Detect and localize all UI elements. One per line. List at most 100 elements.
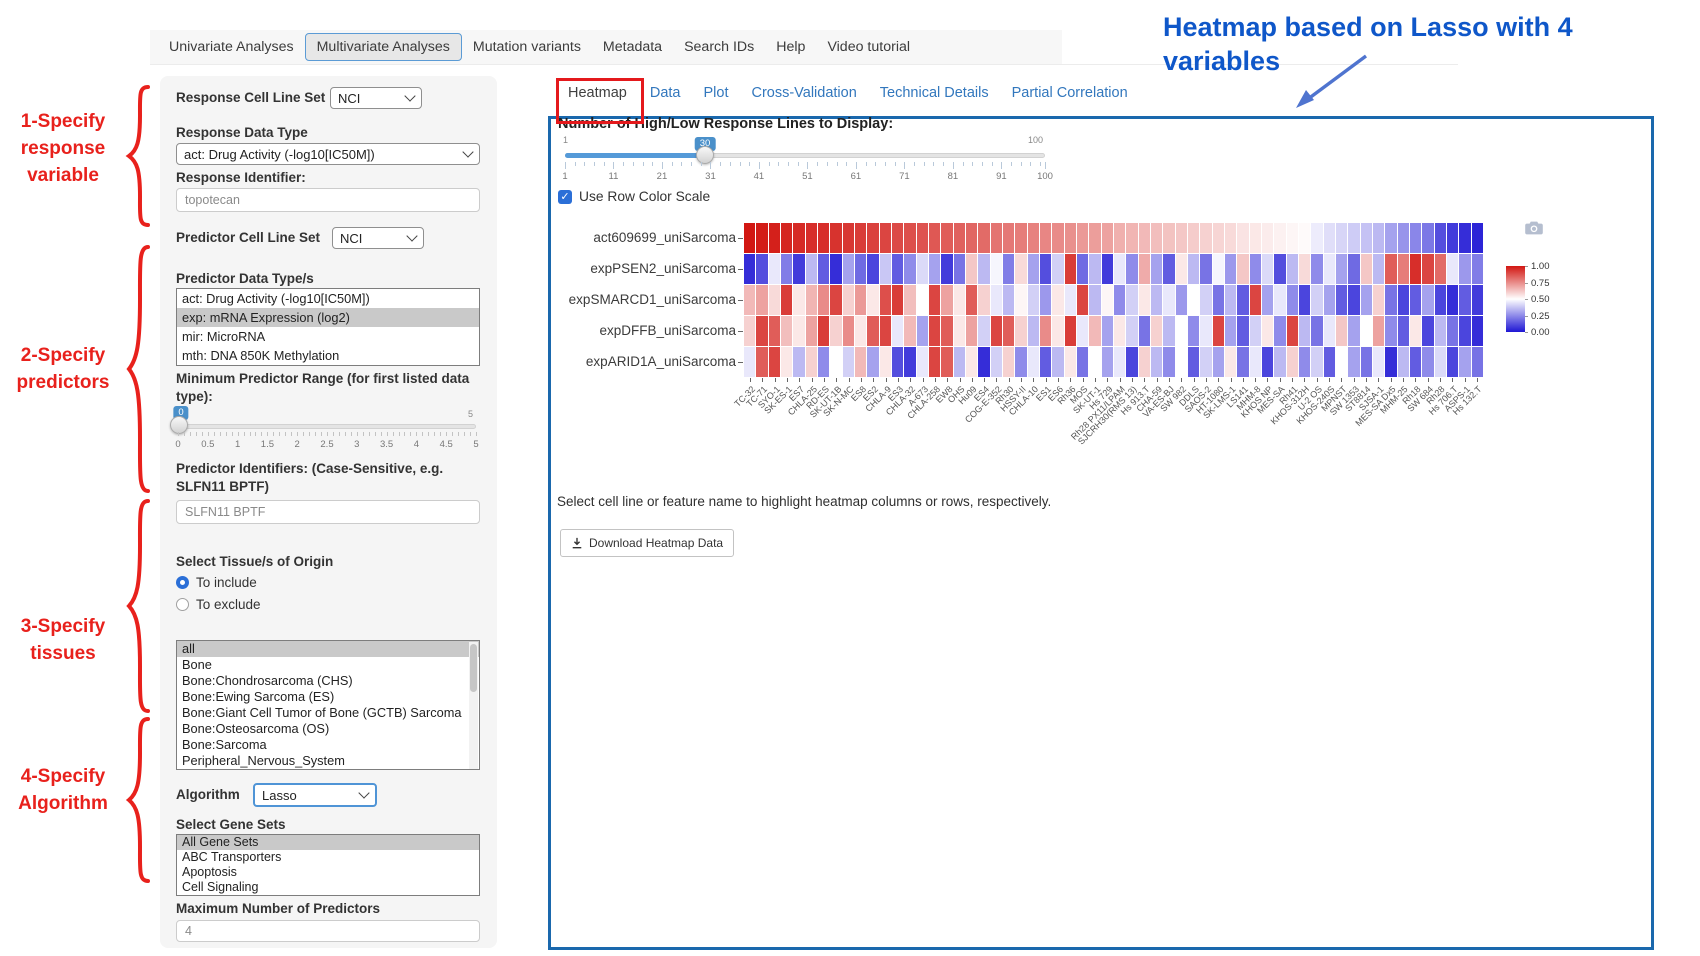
results-tab-cross-validation[interactable]: Cross-Validation bbox=[751, 85, 857, 101]
predictor-type-option[interactable]: act: Drug Activity (-log10[IC50M]) bbox=[182, 291, 370, 306]
heatmap-cell[interactable] bbox=[1138, 254, 1150, 284]
heatmap-cell[interactable] bbox=[842, 254, 854, 284]
heatmap-cell[interactable] bbox=[1187, 316, 1200, 346]
heatmap-cell[interactable] bbox=[1261, 254, 1274, 284]
heatmap-cell[interactable] bbox=[1101, 316, 1113, 346]
heatmap-cell[interactable] bbox=[941, 316, 953, 346]
heatmap-cell[interactable] bbox=[1200, 254, 1212, 284]
heatmap-cell[interactable] bbox=[1471, 347, 1483, 377]
predictor-data-types-list[interactable]: act: Drug Activity (-log10[IC50M]) exp: m… bbox=[176, 288, 480, 366]
heatmap-cell[interactable] bbox=[1002, 316, 1015, 346]
heatmap-cell[interactable] bbox=[867, 316, 879, 346]
tissue-option[interactable]: Bone bbox=[182, 657, 212, 672]
heatmap-cell[interactable] bbox=[867, 223, 879, 253]
heatmap-cell[interactable] bbox=[854, 347, 867, 377]
heatmap-cell[interactable] bbox=[1150, 347, 1163, 377]
heatmap-cell[interactable] bbox=[1138, 285, 1150, 315]
heatmap-cell[interactable] bbox=[1274, 316, 1286, 346]
heatmap-cell[interactable] bbox=[1224, 316, 1237, 346]
heatmap-cell[interactable] bbox=[1052, 285, 1064, 315]
heatmap-cell[interactable] bbox=[1064, 347, 1076, 377]
heatmap-cell[interactable] bbox=[1298, 254, 1311, 284]
heatmap-cell[interactable] bbox=[990, 347, 1002, 377]
heatmap-cell[interactable] bbox=[1422, 254, 1434, 284]
heatmap-cell[interactable] bbox=[1323, 223, 1335, 253]
heatmap-cell[interactable] bbox=[1323, 254, 1335, 284]
heatmap-cell[interactable] bbox=[1089, 254, 1101, 284]
heatmap-cell[interactable] bbox=[1064, 254, 1076, 284]
heatmap-cell[interactable] bbox=[1422, 285, 1434, 315]
heatmap-cell[interactable] bbox=[780, 316, 793, 346]
heatmap-cell[interactable] bbox=[928, 223, 941, 253]
heatmap-cell[interactable] bbox=[1274, 285, 1286, 315]
heatmap-cell[interactable] bbox=[817, 254, 830, 284]
heatmap-cell[interactable] bbox=[817, 223, 830, 253]
heatmap-cell[interactable] bbox=[879, 347, 891, 377]
heatmap-cell[interactable] bbox=[1335, 347, 1348, 377]
heatmap-cell[interactable] bbox=[1101, 223, 1113, 253]
heatmap-cell[interactable] bbox=[1471, 285, 1483, 315]
results-tab-technical-details[interactable]: Technical Details bbox=[879, 85, 989, 101]
heatmap-cell[interactable] bbox=[817, 347, 830, 377]
heatmap-cell[interactable] bbox=[817, 285, 830, 315]
heatmap-cell[interactable] bbox=[953, 347, 965, 377]
heatmap-row-label[interactable]: expPSEN2_uniSarcoma bbox=[590, 261, 736, 277]
heatmap-cell[interactable] bbox=[953, 285, 965, 315]
nav-tab-multivariate-analyses[interactable]: Multivariate Analyses bbox=[304, 33, 462, 61]
heatmap-cell[interactable] bbox=[904, 285, 916, 315]
heatmap-cell[interactable] bbox=[1323, 316, 1335, 346]
download-heatmap-button[interactable]: Download Heatmap Data bbox=[560, 529, 735, 557]
heatmap-cell[interactable] bbox=[928, 316, 941, 346]
heatmap-cell[interactable] bbox=[1261, 316, 1274, 346]
heatmap-cell[interactable] bbox=[1138, 316, 1150, 346]
heatmap-cell[interactable] bbox=[1298, 285, 1311, 315]
heatmap-cell[interactable] bbox=[1015, 223, 1027, 253]
heatmap-cell[interactable] bbox=[1150, 316, 1163, 346]
heatmap-cell[interactable] bbox=[854, 285, 867, 315]
heatmap-cell[interactable] bbox=[1224, 285, 1237, 315]
heatmap-cell[interactable] bbox=[1163, 347, 1175, 377]
heatmap-cell[interactable] bbox=[1200, 285, 1212, 315]
gene-sets-list[interactable]: All Gene Sets ABC Transporters Apoptosis Ce… bbox=[176, 834, 480, 896]
heatmap-cell[interactable] bbox=[1076, 316, 1089, 346]
heatmap-cell[interactable] bbox=[830, 316, 842, 346]
tissue-list[interactable]: all Bone Bone:Chondrosarcoma (CHS) Bone:Ewi… bbox=[176, 640, 480, 770]
heatmap-cell[interactable] bbox=[1274, 254, 1286, 284]
heatmap-cell[interactable] bbox=[1422, 347, 1434, 377]
tissue-option[interactable]: Peripheral_Nervous_System bbox=[182, 753, 345, 768]
heatmap-cell[interactable] bbox=[805, 316, 817, 346]
response-identifier-input[interactable] bbox=[176, 188, 480, 212]
heatmap-cell[interactable] bbox=[744, 285, 756, 315]
heatmap-cell[interactable] bbox=[1397, 316, 1409, 346]
heatmap-cell[interactable] bbox=[904, 254, 916, 284]
heatmap-cell[interactable] bbox=[1027, 347, 1039, 377]
heatmap-cell[interactable] bbox=[1002, 254, 1015, 284]
heatmap-cell[interactable] bbox=[1224, 223, 1237, 253]
heatmap-cell[interactable] bbox=[1002, 223, 1015, 253]
heatmap-cell[interactable] bbox=[1471, 316, 1483, 346]
heatmap-cell[interactable] bbox=[1113, 316, 1126, 346]
heatmap-cell[interactable] bbox=[904, 223, 916, 253]
heatmap-cell[interactable] bbox=[1150, 223, 1163, 253]
heatmap-cell[interactable] bbox=[768, 316, 780, 346]
heatmap-cell[interactable] bbox=[756, 347, 768, 377]
row-color-scale-checkbox[interactable]: ✓ bbox=[558, 190, 572, 204]
heatmap-cell[interactable] bbox=[768, 223, 780, 253]
heatmap-cell[interactable] bbox=[830, 347, 842, 377]
heatmap-cell[interactable] bbox=[904, 347, 916, 377]
heatmap-cell[interactable] bbox=[756, 223, 768, 253]
heatmap-cell[interactable] bbox=[1237, 254, 1249, 284]
heatmap-cell[interactable] bbox=[928, 347, 941, 377]
heatmap-cell[interactable] bbox=[1446, 254, 1459, 284]
heatmap-cell[interactable] bbox=[1323, 347, 1335, 377]
heatmap-cell[interactable] bbox=[1163, 223, 1175, 253]
heatmap-cell[interactable] bbox=[854, 316, 867, 346]
tissue-option[interactable]: Bone:Sarcoma bbox=[182, 737, 267, 752]
heatmap-cell[interactable] bbox=[1446, 285, 1459, 315]
heatmap-cell[interactable] bbox=[1446, 316, 1459, 346]
tissue-option[interactable]: Bone:Giant Cell Tumor of Bone (GCTB) Sar… bbox=[182, 705, 462, 720]
heatmap-cell[interactable] bbox=[1348, 285, 1360, 315]
heatmap-cell[interactable] bbox=[1101, 285, 1113, 315]
heatmap-cell[interactable] bbox=[1126, 347, 1138, 377]
results-tab-heatmap[interactable]: Heatmap bbox=[568, 85, 627, 101]
